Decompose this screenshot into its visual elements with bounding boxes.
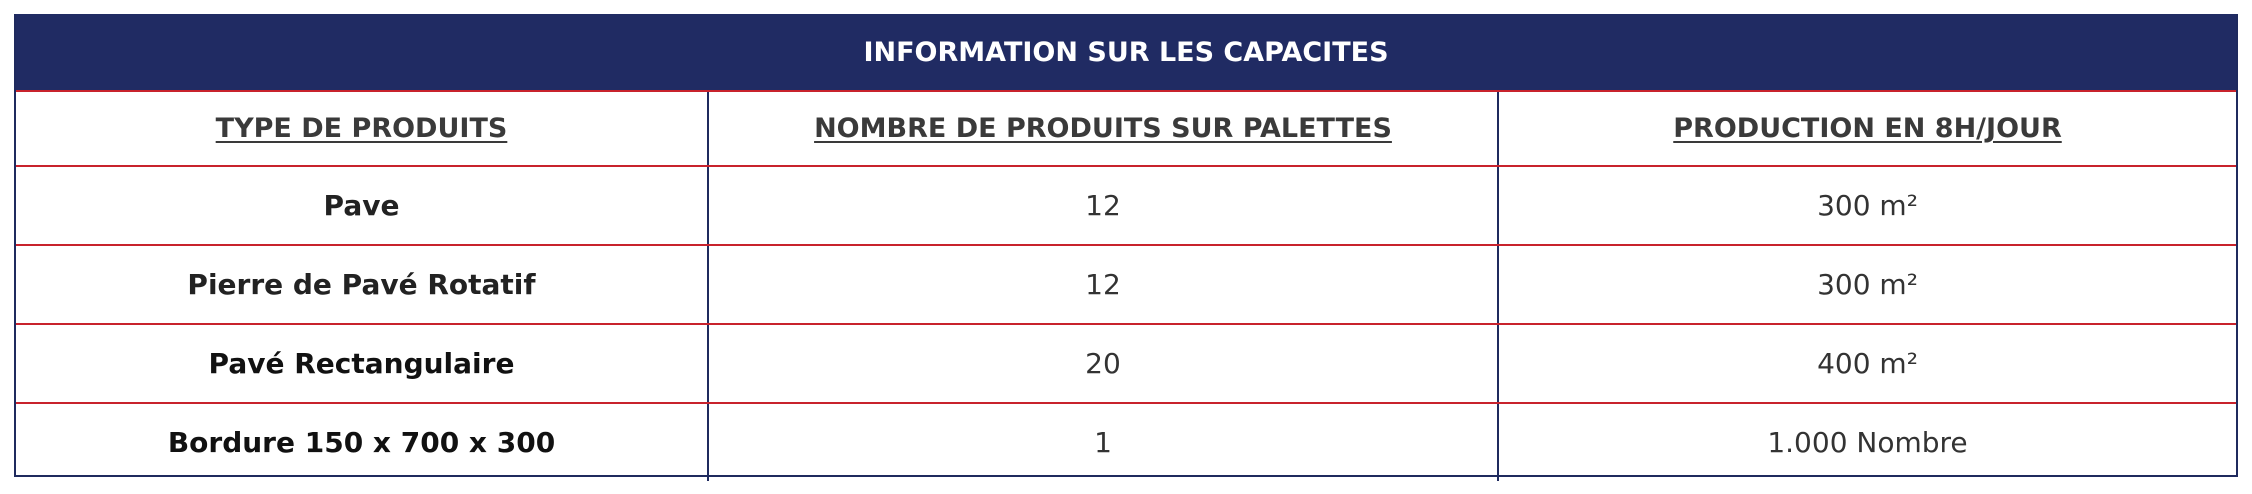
product-count-cell: 12 [708,166,1499,246]
product-type-cell: Pierre de Pavé Rotatif [16,245,709,325]
production-cell: 1.000 Nombre [1767,426,1968,459]
product-type-cell: Pavé Rectangulaire [16,324,709,404]
capacity-table-container: INFORMATION SUR LES CAPACITES TYPE DE PR… [14,14,2238,481]
table-row: Pave 12 300 m² [16,166,2236,246]
table-row: Pierre de Pavé Rotatif 12 300 m² [16,245,2236,325]
column-header-type: TYPE DE PRODUITS [16,91,709,167]
production-cell: 300 m² [1498,166,2236,246]
product-count-cell: 1 [708,403,1499,481]
product-type-cell: Bordure 150 x 700 x 300 [16,403,709,481]
column-header-production: PRODUCTION EN 8H/JOUR [1498,91,2236,167]
column-header-row: TYPE DE PRODUITS NOMBRE DE PRODUITS SUR … [16,91,2236,167]
capacity-table: INFORMATION SUR LES CAPACITES TYPE DE PR… [16,14,2236,481]
product-count-cell: 12 [708,245,1499,325]
production-cell: 300 m² [1498,245,2236,325]
production-cell: 400 m² [1498,324,2236,404]
table-title-row: INFORMATION SUR LES CAPACITES [16,14,2236,92]
table-row: Pavé Rectangulaire 20 400 m² [16,324,2236,404]
product-type-cell: Pave [16,166,709,246]
table-title: INFORMATION SUR LES CAPACITES [16,14,2236,92]
column-header-count: NOMBRE DE PRODUITS SUR PALETTES [708,91,1499,167]
table-row: Bordure 150 x 700 x 300 1 1.000 Nombre [16,403,2236,481]
product-count-cell: 20 [708,324,1499,404]
